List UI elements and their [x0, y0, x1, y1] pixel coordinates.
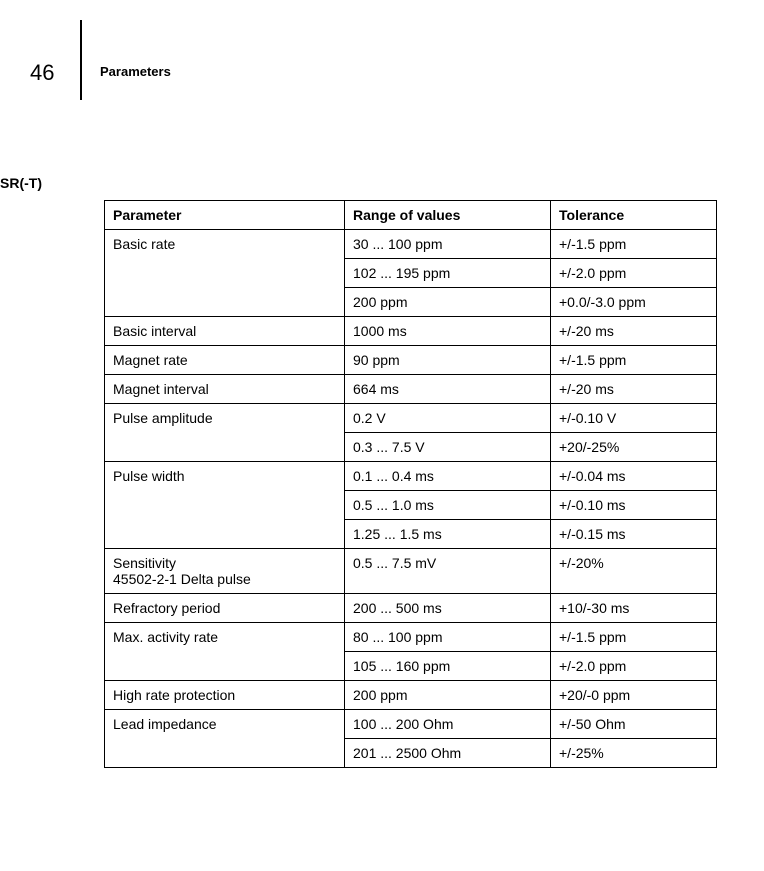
cell-tolerance: +/-20% [551, 549, 717, 594]
cell-tolerance: +/-0.15 ms [551, 520, 717, 549]
header-divider [80, 20, 82, 100]
cell-parameter: Pulse width [105, 462, 345, 549]
page-number: 46 [30, 60, 54, 86]
cell-parameter: Magnet interval [105, 375, 345, 404]
cell-range: 90 ppm [345, 346, 551, 375]
col-range: Range of values [345, 201, 551, 230]
table-row: High rate protection200 ppm+20/-0 ppm [105, 681, 717, 710]
table-row: Sensitivity45502-2-1 Delta pulse0.5 ... … [105, 549, 717, 594]
cell-range: 201 ... 2500 Ohm [345, 739, 551, 768]
page: 46 Parameters SR(-T) Parameter Range of … [0, 0, 764, 871]
cell-tolerance: +20/-25% [551, 433, 717, 462]
cell-parameter: Basic rate [105, 230, 345, 317]
table-body: Basic rate30 ... 100 ppm+/-1.5 ppm102 ..… [105, 230, 717, 768]
cell-range: 1000 ms [345, 317, 551, 346]
table-row: Magnet rate90 ppm+/-1.5 ppm [105, 346, 717, 375]
cell-tolerance: +0.0/-3.0 ppm [551, 288, 717, 317]
section-label: SR(-T) [0, 175, 42, 191]
cell-tolerance: +/-1.5 ppm [551, 346, 717, 375]
col-parameter: Parameter [105, 201, 345, 230]
cell-range: 0.5 ... 7.5 mV [345, 549, 551, 594]
cell-parameter: High rate protection [105, 681, 345, 710]
cell-range: 80 ... 100 ppm [345, 623, 551, 652]
cell-range: 0.1 ... 0.4 ms [345, 462, 551, 491]
cell-range: 200 ... 500 ms [345, 594, 551, 623]
cell-tolerance: +/-20 ms [551, 317, 717, 346]
parameters-table: Parameter Range of values Tolerance Basi… [104, 200, 717, 768]
cell-range: 200 ppm [345, 288, 551, 317]
cell-parameter: Magnet rate [105, 346, 345, 375]
table-row: Pulse width0.1 ... 0.4 ms+/-0.04 ms [105, 462, 717, 491]
table-row: Basic rate30 ... 100 ppm+/-1.5 ppm [105, 230, 717, 259]
cell-tolerance: +/-0.10 V [551, 404, 717, 433]
cell-parameter: Refractory period [105, 594, 345, 623]
cell-range: 664 ms [345, 375, 551, 404]
cell-tolerance: +/-2.0 ppm [551, 259, 717, 288]
cell-tolerance: +/-2.0 ppm [551, 652, 717, 681]
cell-range: 102 ... 195 ppm [345, 259, 551, 288]
cell-tolerance: +/-0.04 ms [551, 462, 717, 491]
table-row: Basic interval1000 ms+/-20 ms [105, 317, 717, 346]
cell-range: 1.25 ... 1.5 ms [345, 520, 551, 549]
cell-tolerance: +20/-0 ppm [551, 681, 717, 710]
cell-range: 30 ... 100 ppm [345, 230, 551, 259]
table-row: Pulse amplitude0.2 V+/-0.10 V [105, 404, 717, 433]
table-row: Lead impedance100 ... 200 Ohm+/-50 Ohm [105, 710, 717, 739]
cell-tolerance: +/-20 ms [551, 375, 717, 404]
col-tolerance: Tolerance [551, 201, 717, 230]
cell-parameter: Basic interval [105, 317, 345, 346]
table-row: Max. activity rate80 ... 100 ppm+/-1.5 p… [105, 623, 717, 652]
cell-tolerance: +/-0.10 ms [551, 491, 717, 520]
cell-parameter: Lead impedance [105, 710, 345, 768]
header-title: Parameters [100, 64, 171, 79]
cell-range: 200 ppm [345, 681, 551, 710]
cell-range: 0.3 ... 7.5 V [345, 433, 551, 462]
cell-parameter: Max. activity rate [105, 623, 345, 681]
cell-range: 100 ... 200 Ohm [345, 710, 551, 739]
cell-tolerance: +/-1.5 ppm [551, 230, 717, 259]
table-row: Refractory period200 ... 500 ms+10/-30 m… [105, 594, 717, 623]
cell-parameter: Sensitivity45502-2-1 Delta pulse [105, 549, 345, 594]
cell-tolerance: +/-25% [551, 739, 717, 768]
parameters-table-wrap: Parameter Range of values Tolerance Basi… [104, 200, 716, 768]
cell-range: 105 ... 160 ppm [345, 652, 551, 681]
cell-range: 0.5 ... 1.0 ms [345, 491, 551, 520]
table-header-row: Parameter Range of values Tolerance [105, 201, 717, 230]
cell-tolerance: +/-1.5 ppm [551, 623, 717, 652]
cell-range: 0.2 V [345, 404, 551, 433]
table-row: Magnet interval664 ms+/-20 ms [105, 375, 717, 404]
cell-tolerance: +10/-30 ms [551, 594, 717, 623]
cell-parameter: Pulse amplitude [105, 404, 345, 462]
cell-tolerance: +/-50 Ohm [551, 710, 717, 739]
